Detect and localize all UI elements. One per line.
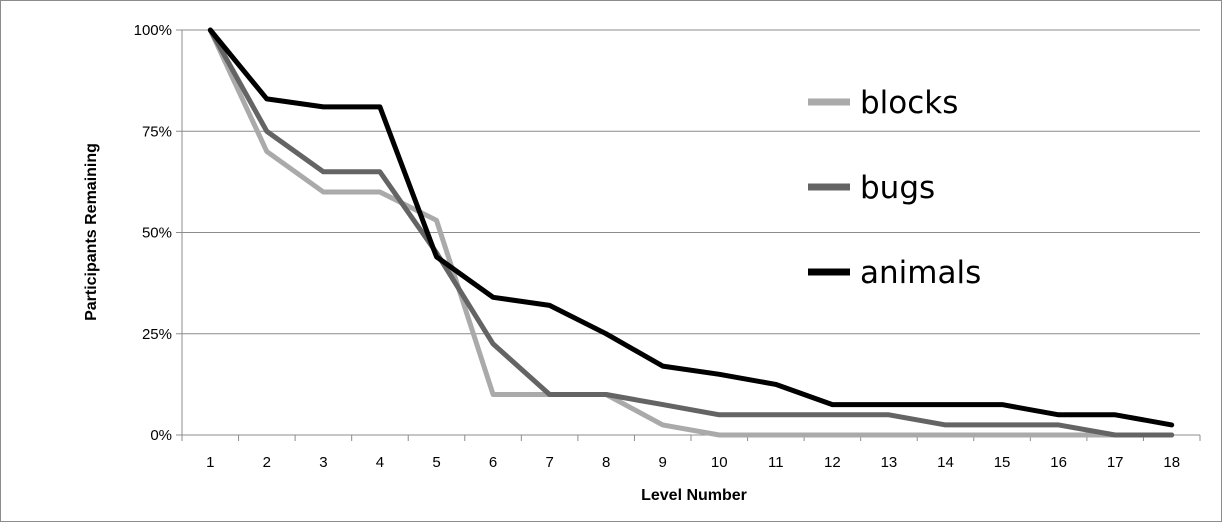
x-tick-label: 16	[1050, 454, 1067, 471]
x-tick-label: 3	[319, 454, 327, 471]
y-tick-label: 0%	[150, 427, 172, 444]
x-tick-label: 7	[545, 454, 553, 471]
x-tick-label: 10	[711, 454, 728, 471]
y-tick-label: 100%	[134, 22, 172, 39]
x-tick-label: 12	[824, 454, 841, 471]
x-tick-label: 1	[206, 454, 214, 471]
legend-label-bugs: bugs	[860, 170, 935, 206]
x-tick-label: 5	[432, 454, 440, 471]
series-line-blocks	[207, 27, 1175, 438]
x-tick-label: 2	[263, 454, 271, 471]
y-tick-label: 75%	[142, 123, 172, 140]
y-tick-label: 50%	[142, 225, 172, 242]
legend-label-animals: animals	[860, 255, 981, 291]
x-tick-label: 14	[937, 454, 954, 471]
x-tick-label: 17	[1107, 454, 1124, 471]
x-tick-label: 11	[768, 454, 784, 471]
tick-labels: 0%25%50%75%100%1 2 3 4 5 6 7 8 9 10 11 12 13 14 15 16 17…	[134, 22, 1180, 471]
series-lines	[207, 27, 1175, 438]
legend-label-blocks: blocks	[860, 85, 958, 121]
x-tick-label: 4	[376, 454, 384, 471]
series-line-animals	[207, 27, 1175, 428]
axes	[176, 29, 1201, 441]
gridlines	[182, 29, 1200, 335]
x-tick-label: 6	[489, 454, 497, 471]
x-tick-label: 8	[602, 454, 610, 471]
x-tick-label: 15	[994, 454, 1011, 471]
legend: blocks bugs animals	[808, 85, 981, 291]
x-tick-label: 18	[1163, 454, 1180, 471]
x-tick-label: 9	[659, 454, 667, 471]
x-axis-title: Level Number	[641, 487, 747, 504]
y-tick-label: 25%	[142, 326, 172, 343]
series-line-bugs	[207, 27, 1175, 438]
x-tick-label: 13	[881, 454, 898, 471]
y-axis-title: Participants Remaining	[83, 143, 100, 321]
